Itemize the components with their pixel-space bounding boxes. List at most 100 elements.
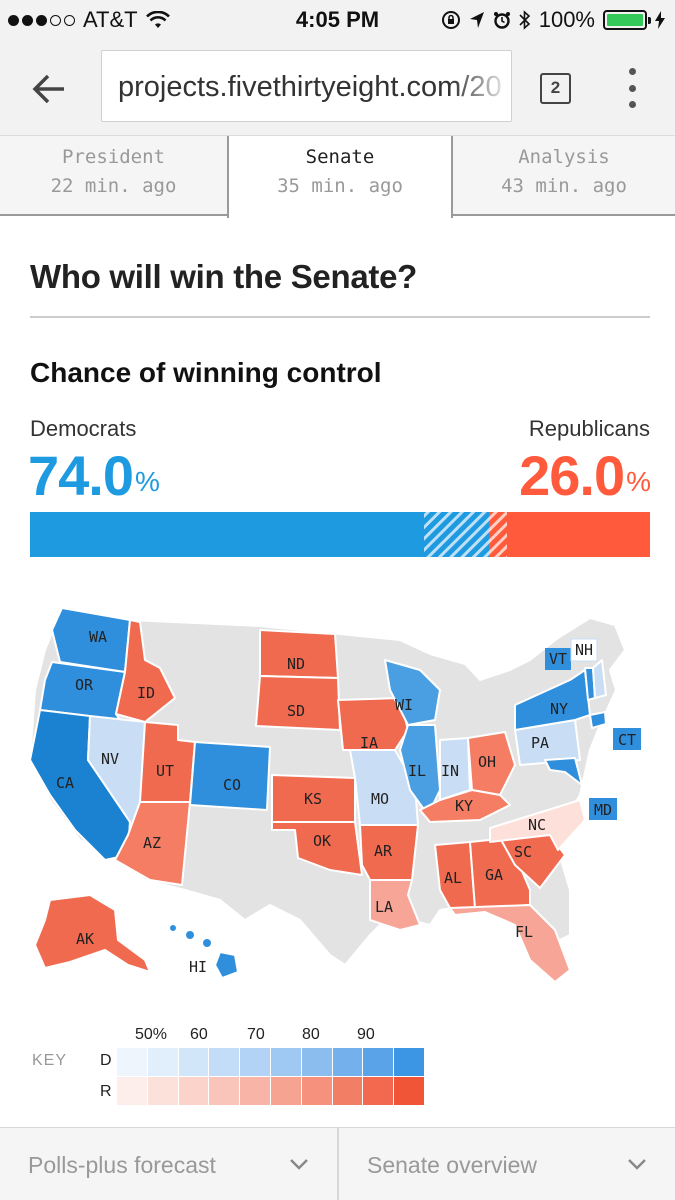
key-tick: 80	[302, 1026, 320, 1043]
svg-text:ID: ID	[137, 684, 155, 702]
state-nc	[489, 799, 586, 851]
key-title: KEY	[32, 1052, 68, 1069]
state-co	[189, 741, 271, 811]
state-wi	[384, 659, 441, 726]
key-swatch	[301, 1048, 333, 1076]
state-md	[544, 757, 583, 786]
section-tabs: President 22 min. ago Senate 35 min. ago…	[0, 136, 675, 218]
key-label-rep: R	[100, 1083, 112, 1100]
svg-text:UT: UT	[156, 762, 174, 780]
key-tick: 60	[190, 1026, 208, 1043]
tab-label: Analysis	[518, 146, 610, 168]
browser-toolbar: projects.fivethirtyeight.com/20 2	[0, 38, 675, 136]
status-left: AT&T	[8, 7, 170, 33]
tab-updated: 35 min. ago	[277, 175, 403, 197]
key-swatch	[301, 1077, 333, 1105]
state-oh	[467, 731, 516, 796]
democrats-label: Democrats	[30, 416, 137, 441]
bluetooth-icon	[519, 10, 530, 30]
tab-analysis[interactable]: Analysis 43 min. ago	[453, 136, 675, 216]
rep-bar-hatched-segment	[489, 512, 507, 557]
senate-forecast-map: WA OR CA NV ID UT AZ CO ND SD KS OK IA M…	[10, 590, 665, 1010]
key-swatch	[394, 1048, 425, 1076]
key-swatch	[178, 1048, 210, 1076]
battery-icon	[603, 10, 651, 30]
page-title: Who will win the Senate?	[30, 258, 417, 295]
bottom-bar: Polls-plus forecast Senate overview	[0, 1127, 675, 1200]
address-bar[interactable]: projects.fivethirtyeight.com/20	[101, 50, 512, 122]
svg-text:AR: AR	[374, 842, 393, 860]
republicans-label: Republicans	[528, 416, 650, 441]
svg-text:OR: OR	[75, 676, 94, 694]
rep-bar-segment	[507, 512, 650, 557]
key-label-dem: D	[100, 1052, 112, 1069]
svg-text:LA: LA	[375, 898, 393, 916]
probability-bar	[30, 512, 650, 557]
key-tick: 90	[357, 1026, 375, 1043]
state-ct	[589, 711, 607, 729]
wifi-icon	[145, 11, 170, 28]
section-heading: Chance of winning control	[30, 357, 382, 388]
svg-text:PA: PA	[531, 734, 549, 752]
signal-strength-icon	[8, 14, 75, 26]
key-rep-scale	[117, 1077, 425, 1105]
svg-text:NC: NC	[528, 816, 546, 834]
svg-text:OK: OK	[313, 832, 331, 850]
title-divider	[30, 316, 650, 318]
orientation-lock-icon	[441, 11, 460, 29]
state-id	[115, 619, 176, 723]
svg-text:KY: KY	[455, 797, 473, 815]
chevron-down-icon	[628, 1159, 646, 1170]
alarm-icon	[493, 12, 510, 29]
svg-text:MD: MD	[594, 801, 612, 819]
state-hi	[168, 923, 239, 979]
selector-label: Polls-plus forecast	[28, 1152, 216, 1178]
key-swatch	[332, 1077, 364, 1105]
back-arrow-icon	[32, 74, 64, 104]
dem-bar-segment	[30, 512, 424, 557]
key-swatch	[363, 1077, 395, 1105]
key-tick: 50%	[135, 1026, 168, 1043]
svg-text:MO: MO	[371, 790, 389, 808]
key-swatch	[240, 1048, 271, 1076]
battery-percent: 100%	[538, 7, 595, 32]
key-swatch	[209, 1048, 241, 1076]
svg-text:SC: SC	[514, 843, 532, 861]
url-text: projects.fivethirtyeight.com/20	[118, 71, 502, 103]
tab-updated: 43 min. ago	[501, 175, 627, 197]
tab-updated: 22 min. ago	[50, 175, 177, 197]
svg-text:GA: GA	[485, 866, 503, 884]
overflow-menu-button[interactable]	[620, 68, 644, 108]
state-ky	[419, 789, 511, 823]
key-swatch	[147, 1077, 179, 1105]
location-arrow-icon	[469, 12, 484, 28]
svg-text:IA: IA	[360, 734, 378, 752]
svg-text:WI: WI	[395, 696, 413, 714]
key-swatch	[363, 1048, 395, 1076]
svg-text:WA: WA	[89, 628, 107, 646]
tab-switcher-button[interactable]: 2	[540, 73, 571, 104]
svg-text:KS: KS	[304, 790, 322, 808]
svg-text:NV: NV	[101, 750, 119, 768]
key-swatch	[332, 1048, 364, 1076]
key-swatch	[270, 1048, 302, 1076]
svg-text:IL: IL	[408, 762, 426, 780]
svg-text:HI: HI	[189, 958, 207, 976]
state-ak	[34, 894, 151, 973]
state-ia	[337, 697, 409, 751]
view-selector[interactable]: Senate overview	[337, 1128, 675, 1200]
key-dem-scale	[117, 1048, 425, 1076]
back-button[interactable]	[22, 62, 76, 116]
forecast-model-selector[interactable]: Polls-plus forecast	[0, 1128, 337, 1200]
svg-text:VT: VT	[549, 650, 567, 668]
state-la	[369, 879, 421, 931]
carrier-label: AT&T	[83, 7, 138, 32]
dem-bar-hatched-segment	[424, 512, 489, 557]
svg-text:CA: CA	[56, 774, 74, 792]
republicans-chance: 26.0%	[519, 444, 651, 507]
chevron-down-icon	[290, 1159, 308, 1170]
status-bar: AT&T 4:05 PM 100%	[0, 0, 675, 38]
status-right: 100%	[441, 7, 665, 33]
tab-senate[interactable]: Senate 35 min. ago	[227, 136, 453, 218]
tab-president[interactable]: President 22 min. ago	[0, 136, 227, 216]
